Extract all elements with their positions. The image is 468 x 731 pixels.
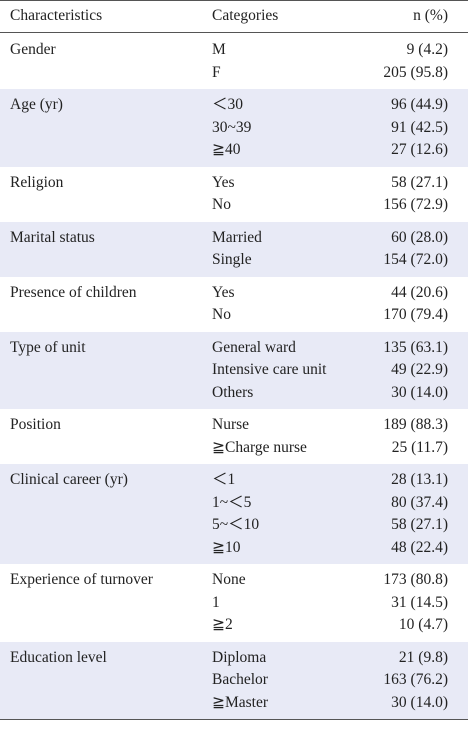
- characteristic: Education level: [10, 648, 107, 666]
- category: 1~＜5: [212, 493, 252, 511]
- category: 5~＜10: [212, 516, 260, 533]
- count: 49 (22.9): [391, 361, 448, 378]
- category: Single: [212, 251, 252, 268]
- count: 80 (37.4): [391, 493, 448, 511]
- count: 30 (14.0): [391, 383, 448, 401]
- count: 28 (13.1): [391, 471, 448, 488]
- category: Others: [212, 383, 254, 401]
- category: F: [212, 63, 221, 81]
- header-cell: n (%): [413, 7, 448, 24]
- row-group: Gender M 9 (4.2) F 205 (95.8): [0, 34, 468, 89]
- count: 91 (42.5): [391, 118, 448, 136]
- category: No: [212, 306, 231, 323]
- characteristic: Position: [10, 416, 61, 433]
- category: Diploma: [212, 648, 267, 666]
- category: ＜1: [212, 471, 236, 488]
- row-group: Experience of turnover None 173 (80.8) 1 31 …: [0, 564, 468, 642]
- row-group: Clinical career (yr) ＜1 28 (13.1) 1~＜5 80 (3…: [0, 464, 468, 564]
- category: Yes: [212, 173, 235, 191]
- header-cell: Categories: [212, 7, 279, 24]
- count: 58 (27.1): [391, 173, 448, 191]
- characteristic: Presence of children: [10, 283, 137, 301]
- characteristic: Age (yr): [10, 96, 63, 113]
- category: ≧Master: [212, 693, 269, 711]
- category: Nurse: [212, 416, 250, 433]
- category: ≧Charge nurse: [212, 438, 307, 456]
- category: Bachelor: [212, 671, 268, 688]
- category: Intensive care unit: [212, 361, 327, 378]
- characteristic: Experience of turnover: [10, 571, 153, 588]
- count: 44 (20.6): [391, 283, 448, 301]
- category: M: [212, 41, 226, 58]
- count: 163 (76.2): [383, 671, 448, 688]
- count: 30 (14.0): [391, 693, 448, 711]
- count: 135 (63.1): [383, 338, 448, 356]
- row-group: Type of unit General ward 135 (63.1) Intens…: [0, 331, 468, 409]
- row-group: Presence of children Yes 44 (20.6) No 170 (7…: [0, 277, 468, 332]
- characteristic: Type of unit: [10, 338, 86, 356]
- header-cell: Characteristics: [10, 7, 103, 24]
- category: ≧2: [212, 616, 233, 633]
- table-bottom-rule: [0, 719, 468, 720]
- category: 1: [212, 593, 220, 611]
- count: 189 (88.3): [383, 416, 448, 433]
- category: General ward: [212, 338, 296, 356]
- row-group: Marital status Married 60 (28.0) Single 154 …: [0, 221, 468, 277]
- table-header: Characteristics Categories n (%): [0, 0, 468, 33]
- count: 21 (9.8): [398, 648, 448, 666]
- count: 170 (79.4): [383, 306, 448, 323]
- characteristic: Clinical career (yr): [10, 471, 128, 488]
- category: ＜30: [212, 96, 244, 113]
- characteristic: Marital status: [10, 228, 95, 246]
- row-group: Position Nurse 189 (88.3) ≧Charge nurse 25 (…: [0, 409, 468, 464]
- count: 31 (14.5): [391, 593, 448, 611]
- count: 60 (28.0): [391, 228, 448, 246]
- count: 156 (72.9): [383, 196, 448, 213]
- category: ≧40: [212, 141, 241, 158]
- category: No: [212, 196, 231, 213]
- characteristic: Gender: [10, 41, 56, 58]
- characteristic: Religion: [10, 173, 64, 191]
- category: 30~39: [212, 118, 252, 136]
- count: 58 (27.1): [391, 516, 448, 533]
- category: ≧10: [212, 538, 241, 556]
- count: 9 (4.2): [406, 41, 448, 58]
- count: 96 (44.9): [391, 96, 448, 113]
- count: 154 (72.0): [383, 251, 448, 268]
- category: None: [212, 571, 246, 588]
- category: Yes: [212, 283, 235, 301]
- count: 205 (95.8): [383, 63, 448, 81]
- count: 27 (12.6): [391, 141, 448, 158]
- count: 10 (4.7): [398, 616, 448, 633]
- row-group: Education level Diploma 21 (9.8) Bachelor 16…: [0, 641, 468, 719]
- row-group: Age (yr) ＜30 96 (44.9) 30~39 91 (42.5) ≧40 27 …: [0, 89, 468, 167]
- count: 25 (11.7): [391, 438, 448, 456]
- category: Married: [212, 228, 262, 246]
- row-group: Religion Yes 58 (27.1) No 156 (72.9): [0, 167, 468, 222]
- count: 48 (22.4): [391, 538, 448, 556]
- count: 173 (80.8): [383, 571, 448, 588]
